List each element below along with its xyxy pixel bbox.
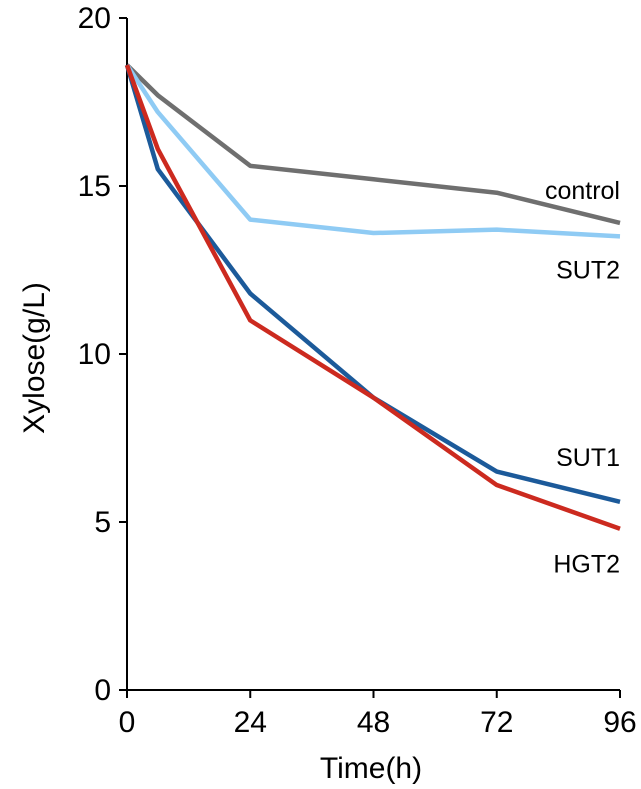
x-axis-title: Time(h) [320, 752, 422, 784]
y-tick-label: 20 [78, 2, 111, 35]
series-line-hgt2 [124, 64, 621, 531]
x-tick-label: 0 [119, 706, 136, 739]
x-tick-label: 24 [234, 706, 267, 739]
x-tick-label: 96 [603, 706, 636, 739]
labels-layer: control SUT2 SUT1 HGT2 [545, 177, 620, 579]
axes-layer: 0 5 10 15 20 0 24 48 72 96 [78, 2, 637, 739]
x-tick-label: 48 [357, 706, 390, 739]
series-label-hgt2: HGT2 [553, 551, 620, 579]
series-line-control [125, 63, 621, 226]
y-tick-label: 15 [78, 170, 111, 203]
series-label-control: control [545, 177, 620, 205]
series-line-sut1 [124, 64, 621, 505]
x-tick-label: 72 [480, 706, 513, 739]
y-tick-label: 10 [78, 338, 111, 371]
series-layer [124, 63, 621, 531]
y-tick-label: 5 [94, 506, 111, 539]
y-axis-title: Xylose(g/L) [18, 282, 51, 434]
series-label-sut2: SUT2 [556, 256, 620, 284]
series-label-sut1: SUT1 [556, 444, 620, 472]
series-line-sut2 [125, 63, 621, 239]
y-tick-label: 0 [94, 674, 111, 707]
